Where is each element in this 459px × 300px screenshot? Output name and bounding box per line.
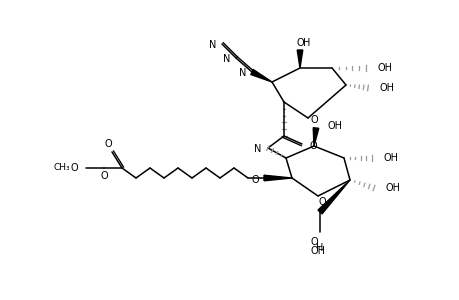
Text: N: N — [222, 54, 230, 64]
Text: O: O — [318, 197, 325, 207]
Text: H: H — [316, 243, 323, 253]
Text: OH: OH — [383, 153, 398, 163]
Text: N: N — [208, 40, 216, 50]
Text: H: H — [302, 38, 310, 48]
Text: O: O — [309, 115, 317, 125]
Text: OH: OH — [379, 83, 394, 93]
Text: OH: OH — [310, 246, 325, 256]
Text: CH₃: CH₃ — [53, 164, 70, 172]
Text: N: N — [253, 144, 260, 154]
Text: O: O — [296, 38, 303, 48]
Polygon shape — [313, 128, 318, 146]
Text: O: O — [104, 139, 112, 149]
Text: O: O — [309, 237, 317, 247]
Text: O: O — [70, 163, 78, 173]
Text: OH: OH — [385, 183, 400, 193]
Polygon shape — [297, 50, 302, 68]
Polygon shape — [317, 180, 349, 214]
Text: O: O — [100, 171, 107, 181]
Text: O: O — [251, 175, 258, 185]
Text: OH: OH — [377, 63, 392, 73]
Polygon shape — [250, 70, 271, 82]
Text: N: N — [238, 68, 246, 78]
Text: O: O — [309, 141, 317, 151]
Text: OH: OH — [327, 121, 342, 131]
Polygon shape — [263, 175, 291, 181]
